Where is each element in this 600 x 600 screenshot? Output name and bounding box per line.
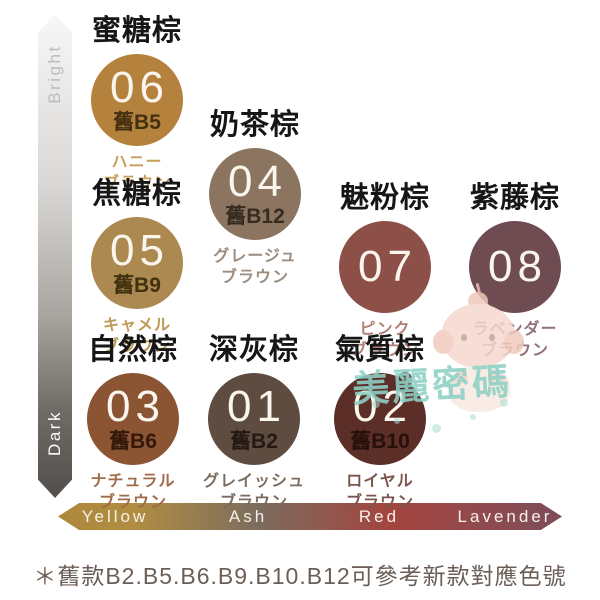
jp-line2: ブラウン (350, 341, 419, 359)
jp-line1: キャメル (102, 316, 171, 334)
axis-label-lavender: Lavender (457, 506, 553, 526)
jp-line1: グレイッシュ (202, 472, 305, 490)
swatch-jp-name: ナチュラル ブラウン (67, 472, 199, 514)
jp-line2: ブラウン (102, 337, 171, 355)
swatch-honey-brown: 蜜糖棕 06 舊B5 ハニー ブラウン (71, 15, 203, 195)
jp-line1: ラベンダー (472, 320, 558, 338)
jp-line2: ブラウン (480, 341, 549, 359)
color-circle-01: 01 舊B2 (208, 372, 300, 465)
shade-number: 01 (227, 381, 286, 431)
color-circle-06: 06 舊B5 (91, 53, 183, 146)
swatch-title: 深灰棕 (208, 334, 299, 366)
swatch-lavender-brown: 紫藤棕 08 ラベンダー ブラウン (449, 182, 581, 362)
old-code: 舊B6 (109, 429, 157, 453)
jp-line1: ナチュラル (90, 472, 176, 490)
mascot-hand (488, 372, 504, 384)
swatch-jp-name: ラベンダー ブラウン (449, 320, 581, 362)
old-code: 舊B5 (113, 110, 161, 134)
jp-line1: グレージュ (213, 247, 297, 265)
swatch-pink-brown: 魅粉棕 07 ピンク ブラウン (319, 182, 451, 362)
old-code: 舊B12 (225, 204, 285, 228)
axis-label-dark: Dark (45, 410, 64, 456)
jp-line2: ブラウン (220, 268, 289, 286)
shade-number: 08 (488, 241, 547, 291)
swatch-jp-name: キャメル ブラウン (71, 316, 203, 358)
watermark-dot (500, 399, 508, 407)
footnote: ＊舊款B2.B5.B6.B9.B10.B12可參考新款對應色號 (33, 563, 567, 589)
jp-line1: ロイヤル (346, 472, 414, 490)
shade-number: 07 (358, 241, 417, 291)
swatch-title: 蜜糖棕 (91, 15, 182, 47)
mascot-body (448, 366, 510, 412)
jp-line2: ブラウン (345, 493, 414, 511)
swatch-grayish-brown: 深灰棕 01 舊B2 グレイッシュ ブラウン (188, 334, 320, 514)
swatch-milktea-brown: 奶茶棕 04 舊B12 グレージュ ブラウン (189, 109, 321, 289)
color-circle-03: 03 舊B6 (87, 372, 179, 465)
color-circle-05: 05 舊B9 (91, 216, 183, 309)
axis-label-ash: Ash (228, 506, 268, 526)
axis-label-bright: Bright (45, 44, 64, 104)
old-code: 舊B9 (113, 273, 161, 297)
old-code: 舊B10 (350, 429, 410, 453)
color-circle-02: 02 舊B10 (334, 372, 426, 465)
swatch-caramel-brown: 焦糖棕 05 舊B9 キャメル ブラウン (71, 178, 203, 358)
jp-line2: ブラウン (219, 493, 288, 511)
shade-number: 05 (110, 225, 169, 275)
shade-number: 02 (353, 381, 412, 431)
swatch-title: 自然棕 (87, 334, 178, 366)
swatch-natural-brown: 自然棕 03 舊B6 ナチュラル ブラウン (67, 334, 199, 514)
swatch-jp-name: ピンク ブラウン (319, 320, 451, 362)
swatch-title: 氣質棕 (334, 334, 425, 366)
swatch-title: 焦糖棕 (91, 178, 182, 210)
swatch-jp-name: グレージュ ブラウン (189, 247, 321, 289)
swatch-jp-name: ロイヤル ブラウン (314, 472, 446, 514)
jp-line2: ブラウン (102, 174, 171, 192)
jp-line2: ブラウン (98, 493, 167, 511)
swatch-title: 紫藤棕 (469, 182, 560, 214)
shade-number: 03 (106, 381, 165, 431)
swatch-title: 魅粉棕 (339, 182, 430, 214)
axis-label-red: Red (358, 506, 400, 526)
watermark-dot (470, 414, 476, 420)
color-circle-07: 07 (339, 220, 431, 313)
brightness-axis-bar (38, 14, 72, 498)
swatch-jp-name: グレイッシュ ブラウン (188, 472, 320, 514)
swatch-royal-brown: 氣質棕 02 舊B10 ロイヤル ブラウン (314, 334, 446, 514)
color-circle-04: 04 舊B12 (209, 147, 301, 240)
jp-line1: ハニー (111, 153, 163, 171)
swatch-jp-name: ハニー ブラウン (71, 153, 203, 195)
color-circle-08: 08 (469, 220, 561, 313)
shade-number: 06 (110, 62, 169, 112)
shade-number: 04 (228, 156, 287, 206)
tone-axis-bar: Yellow Ash Red Lavender (58, 503, 562, 530)
swatch-title: 奶茶棕 (209, 109, 300, 141)
axis-label-yellow: Yellow (81, 506, 149, 526)
jp-line1: ピンク (359, 320, 411, 338)
mascot-hand (452, 372, 468, 384)
old-code: 舊B2 (230, 429, 278, 453)
